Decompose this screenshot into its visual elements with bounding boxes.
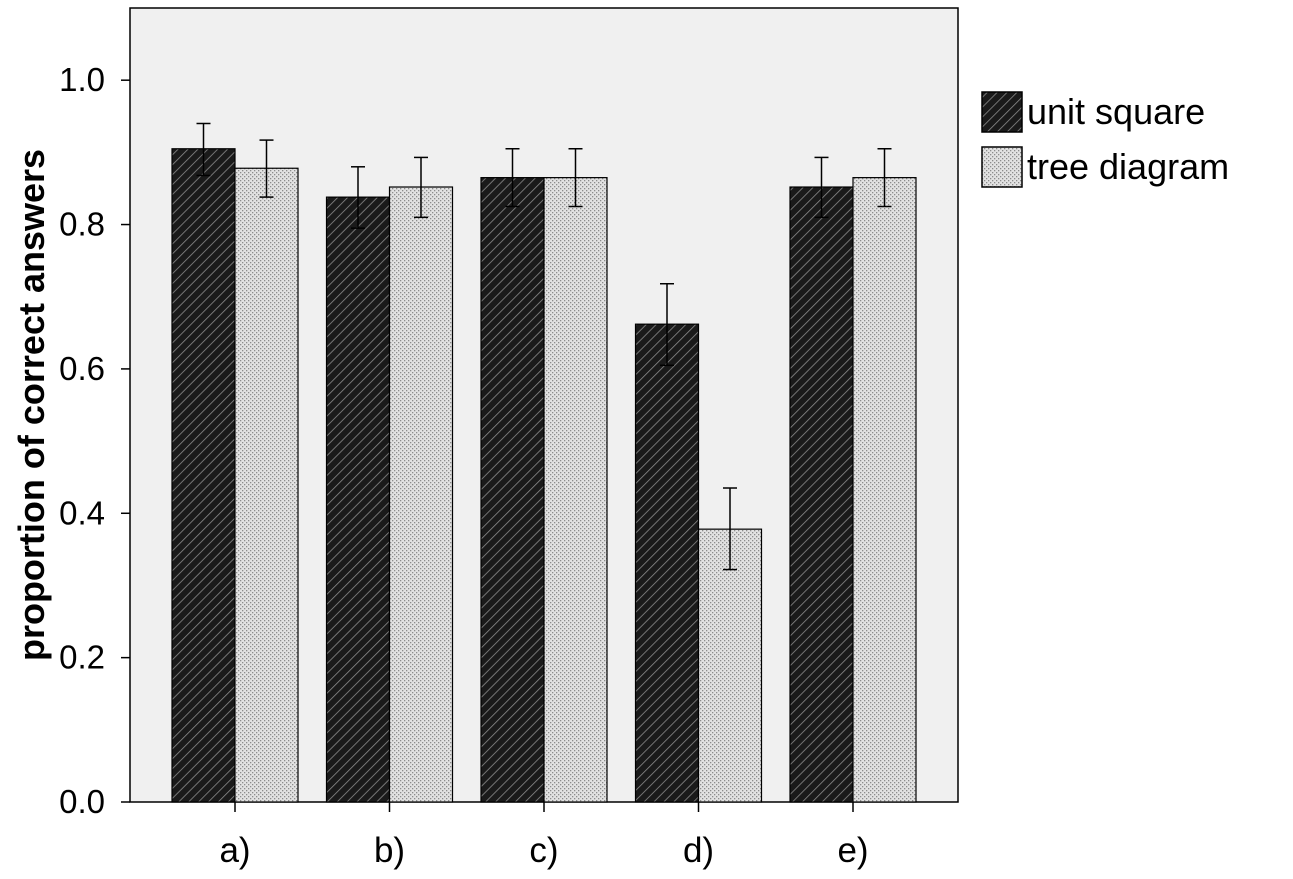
legend-swatch-unit-square [981,91,1023,133]
error-bar-unit-square-3 [505,148,520,208]
error-bar-tree-diagram-4 [723,487,737,571]
error-bar-tree-diagram-5 [877,148,892,208]
y-tick-label: 0.8 [59,206,105,243]
bars-group [171,148,917,803]
bar-unit-square-5 [789,186,854,803]
error-bar-tree-diagram-1 [259,139,274,198]
bar-unit-square-3 [480,177,545,803]
x-tick-label: e) [837,831,868,870]
error-bars-group [196,122,892,571]
bar-unit-square-1 [171,148,236,803]
bar-tree-diagram-4 [697,528,763,803]
x-tick-label: d) [683,831,714,870]
y-axis-label: proportion of correct answers [11,149,52,661]
legend: unit square tree diagram [981,91,1229,188]
error-bar-unit-square-5 [814,156,829,219]
y-tick-label: 0.6 [59,350,105,387]
error-bar-tree-diagram-2 [414,156,428,219]
legend-label-tree-diagram: tree diagram [1027,146,1229,187]
bar-tree-diagram-5 [852,177,917,803]
bar-tree-diagram-3 [543,177,608,803]
error-bar-unit-square-4 [660,282,674,367]
bar-tree-diagram-1 [234,167,299,803]
y-tick-label: 0.0 [59,783,105,820]
legend-label-unit-square: unit square [1027,91,1205,132]
x-tick-label: a) [219,831,250,870]
y-tick-label: 0.4 [59,494,105,531]
error-bar-unit-square-1 [196,122,211,177]
bar-unit-square-4 [634,323,700,803]
bar-unit-square-2 [325,196,391,803]
x-tick-label: b) [374,831,405,870]
axes-group: a) b) c) d) e) 0.0 0.2 0.4 0.6 0.8 1.0 [59,61,868,870]
error-bar-tree-diagram-3 [568,148,583,208]
x-tick-label: c) [529,831,558,870]
bar-tree-diagram-2 [388,186,454,803]
error-bar-unit-square-2 [351,166,365,229]
y-tick-label: 0.2 [59,639,105,676]
legend-swatch-tree-diagram [981,146,1023,188]
y-tick-label: 1.0 [59,61,105,98]
